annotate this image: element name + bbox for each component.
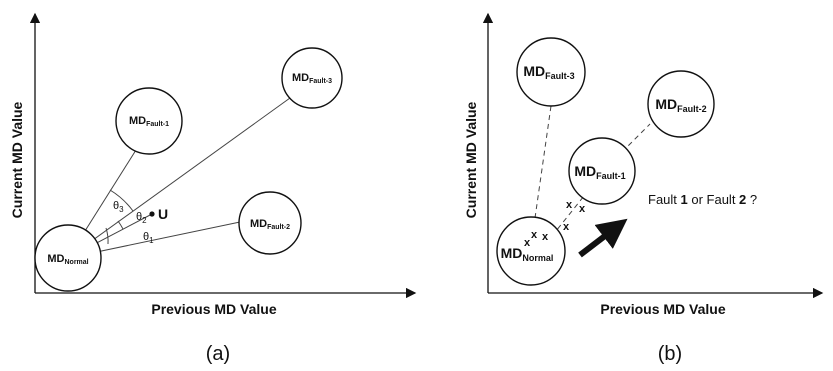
arc-theta2 xyxy=(117,220,124,230)
x-axis-label-b: Previous MD Value xyxy=(600,301,725,317)
dash-normal-fault3 xyxy=(534,105,552,219)
arc-theta1 xyxy=(105,227,109,245)
panel-b: Current MD Value Previous MD Value MDNor… xyxy=(463,12,824,365)
md-fault3-label-a: MDFault-3 xyxy=(292,72,332,85)
x-marker: x xyxy=(566,199,573,211)
md-normal-label-a: MDNormal xyxy=(47,253,88,266)
md-normal-label-b: MDNormal xyxy=(501,245,554,263)
fault-question: Fault 1 or Fault 2 ? xyxy=(648,192,757,207)
md-fault3-label-b: MDFault-3 xyxy=(523,63,574,81)
caption-b: (b) xyxy=(658,343,682,365)
y-axis-label-a: Current MD Value xyxy=(9,101,25,218)
md-normal-circle-b xyxy=(496,216,566,286)
theta3-label: θ3 xyxy=(113,200,124,214)
x-marker: x xyxy=(542,231,549,243)
line-to-fault3-a xyxy=(67,97,291,259)
md-fault1-circle-a xyxy=(115,87,183,155)
md-fault1-label-b: MDFault-1 xyxy=(574,163,625,181)
md-fault2-circle-b xyxy=(647,70,715,138)
md-fault3-circle-a xyxy=(281,47,343,109)
arc-theta3 xyxy=(109,189,134,212)
x-marker: x xyxy=(563,221,570,233)
x-axis-label-a: Previous MD Value xyxy=(151,301,276,317)
point-u-label: U xyxy=(158,206,168,222)
y-axis-label-b: Current MD Value xyxy=(463,101,479,218)
md-fault1-circle-b xyxy=(568,137,636,205)
dash-fault1-fault2 xyxy=(621,123,651,153)
theta1-label: θ1 xyxy=(143,231,154,245)
drift-arrow xyxy=(578,218,628,258)
theta2-label: θ2 xyxy=(136,211,147,225)
md-fault1-label-a: MDFault-1 xyxy=(129,115,169,128)
x-marker: x xyxy=(531,229,538,241)
x-marker: x xyxy=(524,237,531,249)
point-u xyxy=(149,211,155,217)
md-normal-circle-a xyxy=(34,224,102,292)
panel-a: Current MD Value Previous MD Value θ1 θ2… xyxy=(9,12,417,365)
md-fault2-circle-a xyxy=(238,191,302,255)
caption-a: (a) xyxy=(206,343,230,365)
md-fault2-label-a: MDFault-2 xyxy=(250,218,290,231)
x-marker: x xyxy=(579,203,586,215)
md-fault3-circle-b xyxy=(516,37,586,107)
md-fault2-label-b: MDFault-2 xyxy=(655,96,706,114)
